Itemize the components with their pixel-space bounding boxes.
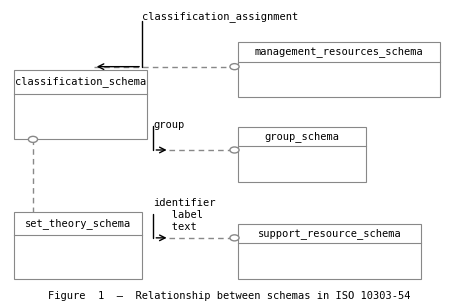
Text: group_schema: group_schema — [265, 132, 340, 142]
Text: group: group — [153, 120, 185, 130]
Circle shape — [230, 64, 239, 70]
Text: support_resource_schema: support_resource_schema — [258, 228, 402, 239]
Circle shape — [230, 147, 239, 153]
Bar — [14, 70, 147, 139]
Text: identifier
   label
   text: identifier label text — [153, 198, 216, 232]
Bar — [238, 224, 421, 279]
Text: management_resources_schema: management_resources_schema — [255, 47, 423, 57]
Circle shape — [230, 235, 239, 241]
Bar — [238, 127, 366, 182]
Bar — [14, 212, 142, 279]
Circle shape — [28, 136, 38, 142]
Text: classification_assignment: classification_assignment — [142, 11, 298, 22]
Text: Figure  1  —  Relationship between schemas in ISO 10303-54: Figure 1 — Relationship between schemas … — [48, 291, 410, 301]
Text: classification_schema: classification_schema — [15, 76, 146, 87]
Bar — [238, 42, 440, 97]
Text: set_theory_schema: set_theory_schema — [25, 218, 131, 229]
